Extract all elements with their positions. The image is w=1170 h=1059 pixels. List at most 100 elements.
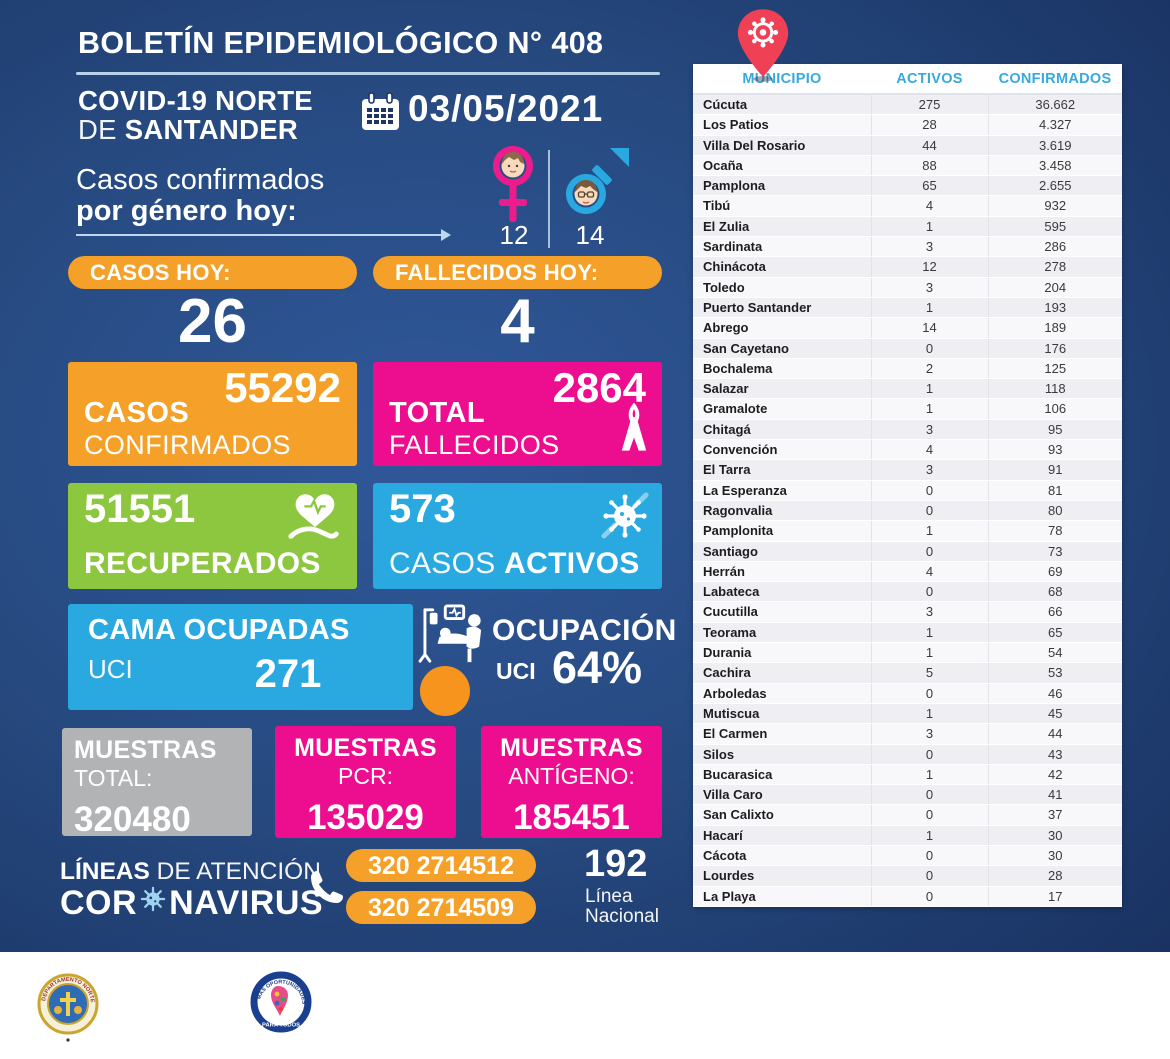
confirmed-label2: CONFIRMADOS [84,430,291,460]
confirmed-cell: 2.655 [987,175,1122,197]
municipality-table: MUNICIPIO ACTIVOS CONFIRMADOS Cúcuta 275 3… [693,64,1122,907]
active-cell: 1 [870,378,988,400]
active-cell: 4 [870,195,988,217]
icu-beds-box: CAMA OCUPADAS UCI 271 [68,604,413,710]
national-line-number: 192 [584,843,648,885]
confirmed-cell: 189 [987,317,1122,339]
active-cell: 0 [870,865,988,887]
active-cell: 0 [870,784,988,806]
confirmed-cell: 4.327 [987,114,1122,136]
female-count: 12 [499,220,529,250]
active-cell: 0 [870,845,988,867]
active-cell: 1 [870,297,988,319]
municipality-cell: El Carmen [693,723,871,745]
municipality-cell: Tibú [693,195,871,217]
confirmed-cell: 286 [987,236,1122,258]
table-row: Toledo 3 204 [693,277,1122,298]
municipality-cell: Cachira [693,662,871,684]
confirmed-cell: 42 [987,764,1122,786]
icu-label2: UCI [88,654,133,684]
active-cell: 1 [870,398,988,420]
table-row: Santiago 0 73 [693,541,1122,562]
confirmed-cell: 45 [987,703,1122,725]
table-row: Hacarí 1 30 [693,825,1122,846]
confirmed-cell: 41 [987,784,1122,806]
active-cell: 1 [870,622,988,644]
table-row: Puerto Santander 1 193 [693,297,1122,319]
confirmed-cell: 30 [987,825,1122,846]
active-cell: 65 [870,175,988,197]
confirmed-cell: 95 [987,419,1122,441]
confirmed-cell: 65 [987,622,1122,644]
municipality-cell: Santiago [693,541,871,562]
active-cell: 1 [870,216,988,238]
deaths-label2: FALLECIDOS [389,430,560,460]
virus-icon [598,489,652,548]
col-header-municipio: MUNICIPIO [693,64,871,95]
table-row: Los Patios 28 4.327 [693,114,1122,136]
national-line-label1: Línea [585,886,633,907]
municipality-cell: Chinácota [693,256,871,278]
table-row: Pamplona 65 2.655 [693,175,1122,197]
table-row: Silos 0 43 [693,744,1122,765]
municipality-cell: Pamplona [693,175,871,197]
confirmed-cell: 17 [987,886,1122,907]
occupancy-label2: UCI [496,658,536,684]
active-value: 573 [389,487,456,531]
table-row: Villa Del Rosario 44 3.619 [693,135,1122,156]
active-cell: 275 [870,94,988,116]
municipality-cell: La Esperanza [693,480,871,501]
occupancy-dot [420,666,470,716]
table-row: Durania 1 54 [693,642,1122,664]
occupancy-label1: OCUPACIÓN [492,614,677,647]
table-row: El Tarra 3 91 [693,459,1122,481]
confirmed-cell: 43 [987,744,1122,765]
municipality-cell: Ocaña [693,155,871,177]
municipality-cell: Abrego [693,317,871,339]
confirmed-cell: 125 [987,358,1122,380]
table-row: Cachira 5 53 [693,662,1122,684]
active-cell: 1 [870,642,988,664]
footer-bar: DEPARTAMENTO NORTE DE SANTANDER Gobernac… [0,952,1170,1059]
confirmed-cell: 30 [987,845,1122,867]
table-row: Lourdes 0 28 [693,865,1122,887]
confirmed-cell: 28 [987,865,1122,887]
confirmed-cell: 66 [987,601,1122,623]
active-cell: 3 [870,419,988,441]
active-cell: 0 [870,804,988,826]
recovered-value: 51551 [84,487,196,531]
national-line-label2: Nacional [585,906,659,927]
municipality-table-body: Cúcuta 275 36.662 Los Patios 28 4.327 Villa De… [693,94,1122,907]
active-cell: 3 [870,723,988,745]
deaths-today-pill: FALLECIDOS HOY: [373,256,662,289]
calendar-icon [360,92,401,137]
table-row: La Esperanza 0 81 [693,480,1122,501]
table-row: Chitagá 3 95 [693,419,1122,441]
samples-total-value: 320480 [74,800,191,839]
confirmed-cell: 53 [987,662,1122,684]
municipality-cell: Pamplonita [693,520,871,542]
confirmed-cell: 193 [987,297,1122,319]
confirmed-label1: CASOS [84,397,190,429]
active-cell: 0 [870,683,988,704]
municipality-cell: Hacarí [693,825,871,846]
governorate-crest-icon: DEPARTAMENTO NORTE DE SANTANDER [34,962,100,1049]
deaths-today-value: 4 [500,287,535,356]
active-cell: 28 [870,114,988,136]
table-row: Ocaña 88 3.458 [693,155,1122,177]
municipality-cell: Cácota [693,845,871,867]
municipality-cell: Lourdes [693,865,871,887]
region-line2-bold: SANTANDER [124,114,299,145]
confirmed-cell: 278 [987,256,1122,278]
table-row: Labateca 0 68 [693,581,1122,603]
active-cell: 3 [870,459,988,481]
deaths-total-value: 2864 [552,364,646,411]
active-cell: 12 [870,256,988,278]
municipality-cell: El Zulia [693,216,871,238]
deaths-label1: TOTAL [389,397,485,429]
col-header-activos: ACTIVOS [871,64,988,95]
confirmed-cell: 106 [987,398,1122,420]
recovered-box: 51551 RECUPERADOS [68,483,357,589]
municipality-cell: Herrán [693,561,871,583]
ribbon-icon [618,401,650,462]
